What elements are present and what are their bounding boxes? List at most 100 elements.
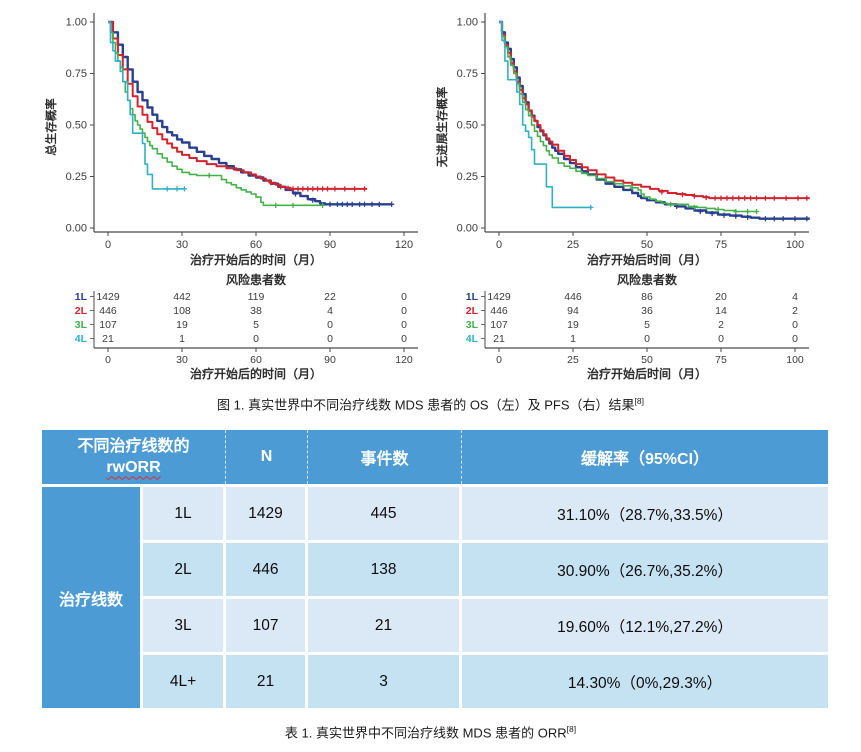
svg-text:1.00: 1.00 [66,17,87,29]
table-row-2l: 2L 446 138 30.90%（26.7%,35.2%） [42,540,829,597]
cell-n: 1429 [226,484,309,541]
svg-text:107: 107 [490,319,508,331]
svg-text:0.75: 0.75 [66,68,87,80]
svg-text:4: 4 [327,305,333,317]
svg-text:风险患者数: 风险患者数 [617,272,678,287]
svg-text:2L: 2L [466,305,479,317]
svg-text:19: 19 [176,319,188,331]
svg-text:25: 25 [567,354,579,366]
svg-text:0: 0 [792,333,798,345]
cell-line: 3L [143,596,227,653]
svg-text:446: 446 [564,291,582,303]
svg-text:120: 120 [395,354,413,366]
svg-text:4L: 4L [75,333,88,345]
svg-text:86: 86 [641,291,653,303]
svg-text:0.00: 0.00 [66,223,87,235]
svg-text:60: 60 [250,239,262,251]
svg-text:119: 119 [248,291,265,303]
svg-text:1: 1 [570,333,576,345]
svg-text:75: 75 [715,239,727,251]
svg-text:0: 0 [496,239,502,251]
svg-text:治疗开始后时间（月）: 治疗开始后时间（月） [587,252,707,267]
svg-text:0: 0 [401,305,407,317]
svg-text:446: 446 [99,305,117,317]
table-row-3l: 3L 107 21 19.60%（12.1%,27.2%） [42,596,829,653]
svg-text:无进展生存概率: 无进展生存概率 [435,86,449,168]
svg-text:94: 94 [567,305,579,317]
svg-text:2L: 2L [75,305,88,317]
svg-text:治疗开始后的时间（月）: 治疗开始后的时间（月） [190,252,322,267]
cell-line: 4L+ [143,652,227,709]
svg-text:2: 2 [718,319,724,331]
header-rworr-line2: rwORR [106,459,161,477]
svg-text:107: 107 [99,319,117,331]
svg-text:总生存概率: 总生存概率 [44,98,58,156]
svg-text:4: 4 [792,291,798,303]
table-row-4l: 4L+ 21 3 14.30%（0%,29.3%） [42,652,829,709]
svg-text:25: 25 [567,239,579,251]
figure-caption: 图 1. 真实世界中不同治疗线数 MDS 患者的 OS（左）及 PFS（右）结果… [0,393,861,413]
cell-orr: 31.10%（28.7%,33.5%） [462,484,829,541]
cell-orr: 19.60%（12.1%,27.2%） [462,596,829,653]
kaplan-meier-figure: 1.000.750.500.250.000 30 60 90 120治疗开始后的时间（月… [44,13,810,381]
svg-text:1L: 1L [75,291,88,303]
svg-text:19: 19 [567,319,579,331]
svg-text:60: 60 [250,354,262,366]
cell-line: 2L [143,540,227,597]
svg-text:5: 5 [253,319,259,331]
svg-text:治疗开始后的时间（月）: 治疗开始后的时间（月） [190,366,322,381]
os-km-chart: 1.00 0.75 0.50 0.25 0.00 0 30 60 90 120 治疗开始后的时间（月… [44,13,418,381]
svg-text:4L: 4L [466,333,479,345]
svg-text:21: 21 [493,333,505,345]
svg-text:0: 0 [401,319,407,331]
cell-orr: 14.30%（0%,29.3%） [462,652,829,709]
svg-text:0: 0 [105,354,111,366]
svg-text:0.00: 0.00 [457,223,478,235]
svg-text:0: 0 [401,291,407,303]
svg-text:0.25: 0.25 [457,171,478,183]
svg-text:1429: 1429 [96,291,120,303]
header-cell-orr: 缓解率（95%CI） [462,430,829,485]
cell-line: 1L [143,484,227,541]
svg-text:50: 50 [641,239,653,251]
svg-text:0.75: 0.75 [457,68,478,80]
cell-n: 21 [226,652,309,709]
svg-text:1.00: 1.00 [457,17,478,29]
orr-table-header-row: 不同治疗线数的 rwORR N 事件数 缓解率（95%CI） [42,430,829,485]
svg-text:0: 0 [496,354,502,366]
svg-text:100: 100 [786,354,804,366]
figure-caption-text: 图 1. 真实世界中不同治疗线数 MDS 患者的 OS（左）及 PFS（右）结果 [217,397,635,413]
cell-events: 138 [308,540,463,597]
cell-orr: 30.90%（26.7%,35.2%） [462,540,829,597]
svg-text:0: 0 [644,333,650,345]
cell-events: 445 [308,484,463,541]
header-cell-n: N [226,430,309,485]
header-cell-events: 事件数 [308,430,463,485]
svg-text:0: 0 [718,333,724,345]
orr-table: 不同治疗线数的 rwORR N 事件数 缓解率（95%CI） 治疗线数 1L 1… [42,430,829,709]
pfs-km-chart: 1.000.750.500.250.000 25 50 75 100治疗开始后时间（月）… [435,13,810,381]
svg-text:90: 90 [324,354,336,366]
table-caption-text: 表 1. 真实世界中不同治疗线数 MDS 患者的 ORR [284,725,567,741]
svg-text:0: 0 [792,319,798,331]
table-caption: 表 1. 真实世界中不同治疗线数 MDS 患者的 ORR[8] [0,721,861,741]
svg-text:3L: 3L [75,319,88,331]
svg-text:2: 2 [792,305,798,317]
svg-text:1429: 1429 [487,291,511,303]
svg-text:0.50: 0.50 [66,120,87,132]
figure-caption-reference: [8] [634,396,644,406]
svg-text:0: 0 [401,333,407,345]
svg-text:风险患者数: 风险患者数 [226,272,287,287]
svg-text:20: 20 [715,291,727,303]
svg-text:0.25: 0.25 [66,171,87,183]
svg-text:治疗开始后时间（月）: 治疗开始后时间（月） [587,366,707,381]
svg-text:446: 446 [490,305,508,317]
svg-text:30: 30 [176,354,188,366]
svg-text:36: 36 [641,305,653,317]
svg-text:100: 100 [786,239,804,251]
figure-1: 1.00 0.75 0.50 0.25 0.00 0 30 60 90 120 治疗开始后的时间（月… [44,13,810,381]
svg-text:90: 90 [324,239,336,251]
svg-text:30: 30 [176,239,188,251]
svg-text:75: 75 [715,354,727,366]
svg-text:0.50: 0.50 [457,120,478,132]
